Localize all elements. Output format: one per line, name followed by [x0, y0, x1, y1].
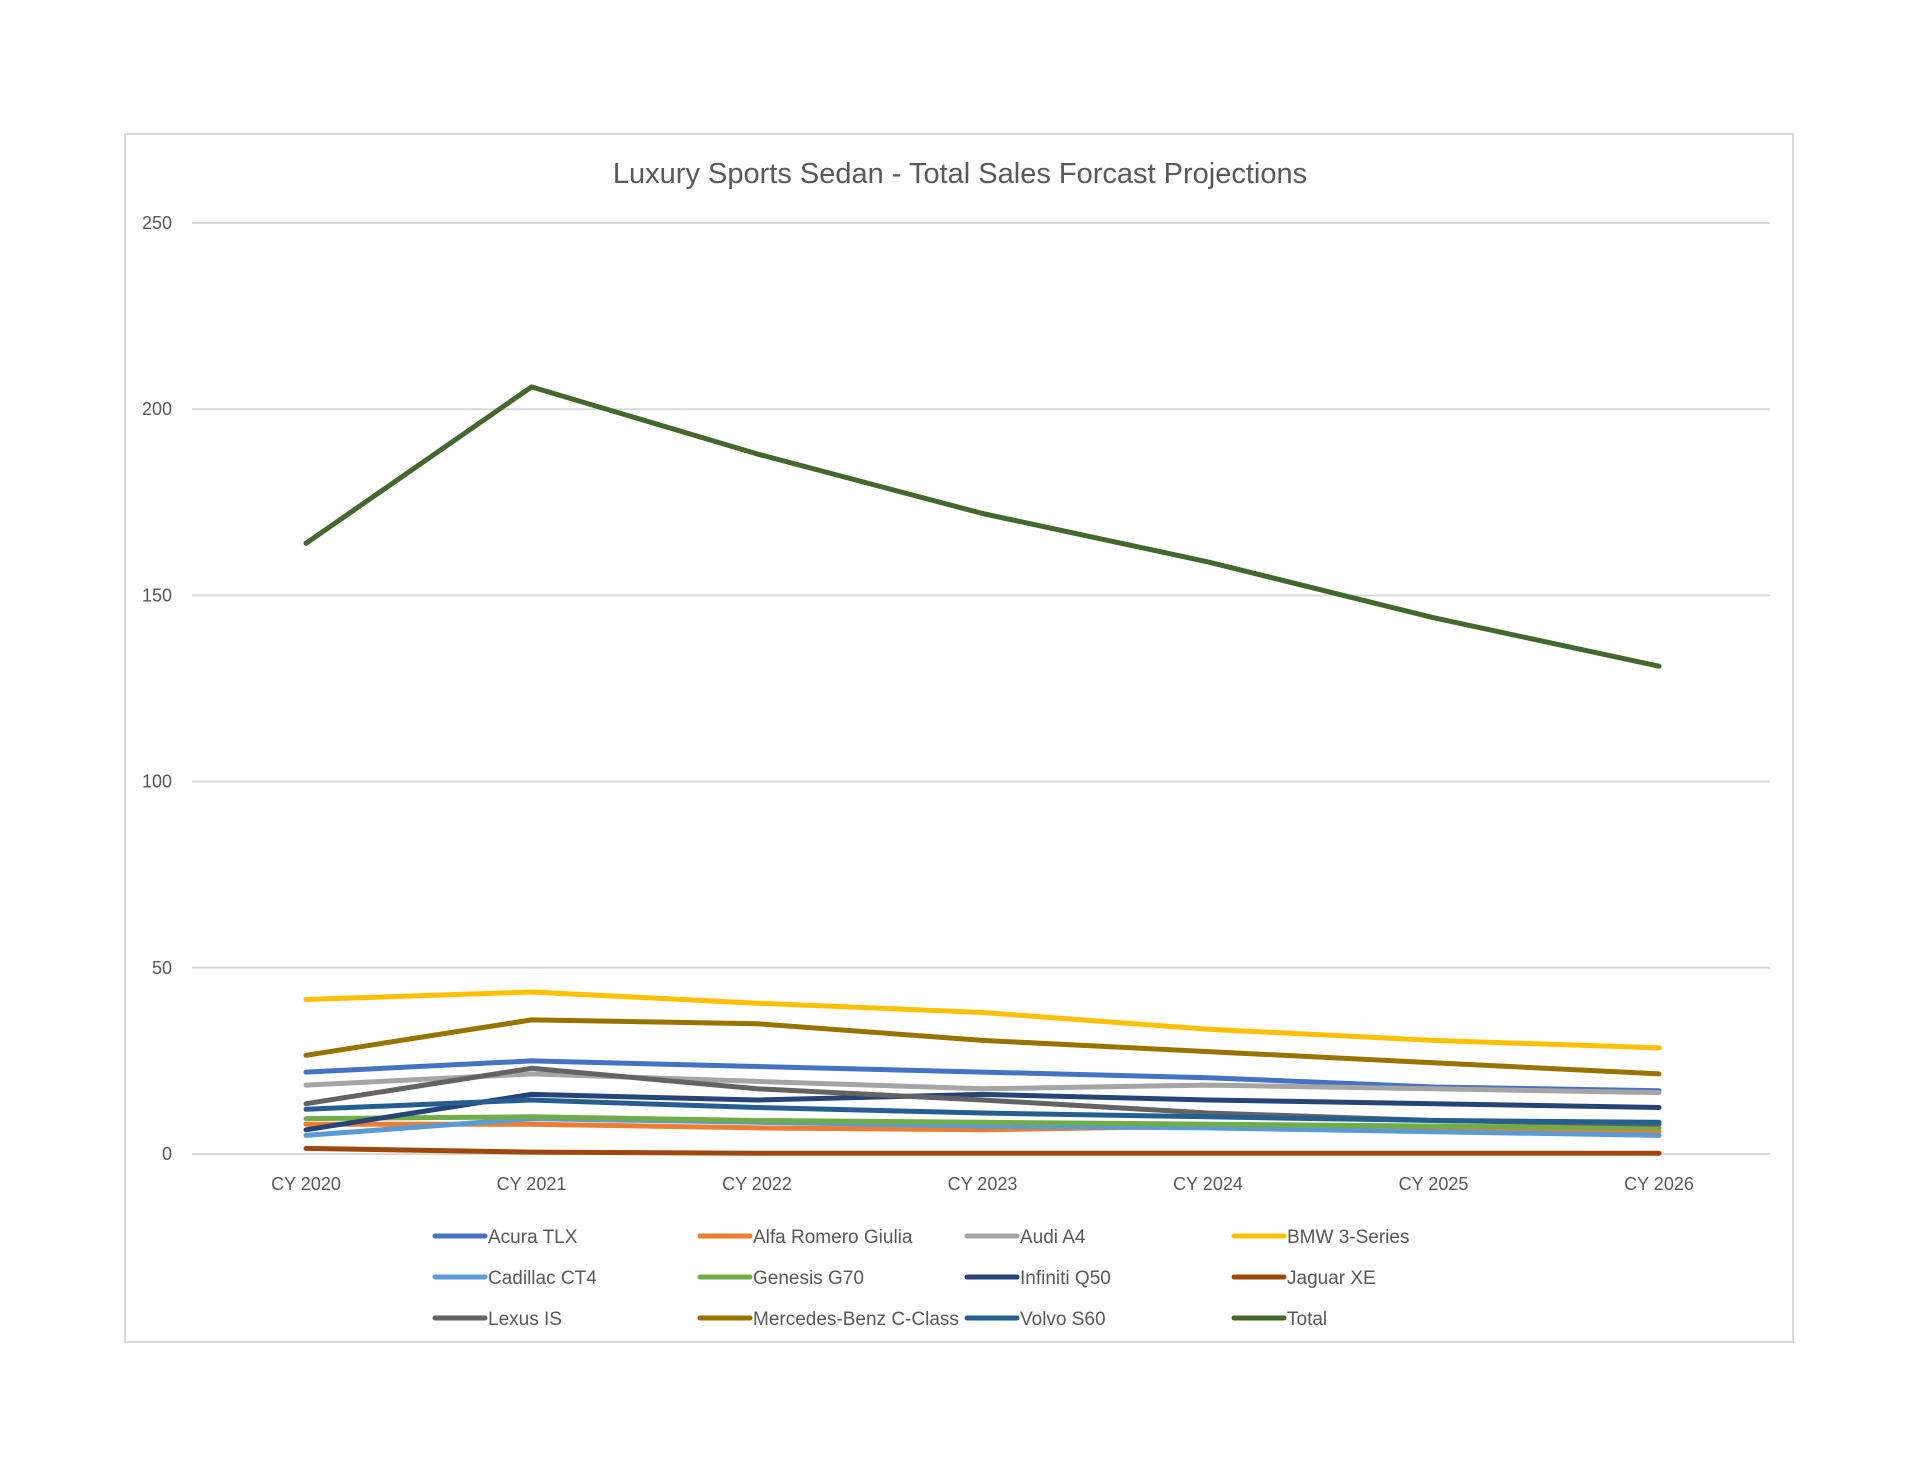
- series-line-infiniti-q50: [303, 1091, 1662, 1133]
- x-tick-label: CY 2024: [1173, 1174, 1243, 1194]
- chart-title: Luxury Sports Sedan - Total Sales Forcas…: [613, 158, 1307, 190]
- legend-item-audi-a4: Audi A4: [964, 1227, 1086, 1248]
- y-tick-label: 150: [142, 585, 172, 605]
- legend-label: Cadillac CT4: [488, 1268, 597, 1289]
- legend-label: Alfa Romero Giulia: [753, 1227, 913, 1248]
- legend-label: Infiniti Q50: [1020, 1268, 1111, 1289]
- y-axis-ticks: 0 50 100 150 200 250: [142, 213, 172, 1164]
- legend-item-infiniti-q50: Infiniti Q50: [964, 1268, 1111, 1289]
- legend-item-acura-tlx: Acura TLX: [432, 1227, 578, 1248]
- series-line-total: [303, 384, 1662, 669]
- legend: Acura TLX Alfa Romero Giulia Audi A4 BMW 3-…: [432, 1227, 1409, 1330]
- series-line-mercedes-benz-c-class: [303, 1017, 1662, 1077]
- legend-label: Lexus IS: [488, 1309, 562, 1330]
- y-tick-label: 100: [142, 772, 172, 792]
- legend-label: Volvo S60: [1020, 1309, 1106, 1330]
- chart-frame: [124, 133, 1794, 1343]
- legend-item-jaguar-xe: Jaguar XE: [1231, 1268, 1376, 1289]
- legend-label: Audi A4: [1020, 1227, 1086, 1248]
- x-tick-label: CY 2021: [497, 1174, 567, 1194]
- y-tick-label: 200: [142, 399, 172, 419]
- series-line-genesis-g70: [303, 1114, 1662, 1131]
- legend-item-cadillac-ct4: Cadillac CT4: [432, 1268, 597, 1289]
- legend-item-lexus-is: Lexus IS: [432, 1309, 562, 1330]
- legend-label: Mercedes-Benz C-Class: [753, 1309, 959, 1330]
- y-tick-label: 250: [142, 213, 172, 233]
- series-line-volvo-s60: [303, 1097, 1662, 1125]
- series-line-audi-a4: [303, 1071, 1662, 1096]
- legend-label: Jaguar XE: [1287, 1268, 1376, 1289]
- legend-label: BMW 3-Series: [1287, 1227, 1409, 1248]
- legend-item-genesis-g70: Genesis G70: [697, 1268, 864, 1289]
- legend-label: Total: [1287, 1309, 1327, 1330]
- x-tick-label: CY 2022: [722, 1174, 792, 1194]
- series-line-bmw-3-series: [303, 989, 1662, 1051]
- x-tick-label: CY 2023: [948, 1174, 1018, 1194]
- y-tick-label: 50: [152, 958, 172, 978]
- x-tick-label: CY 2025: [1399, 1174, 1469, 1194]
- x-tick-label: CY 2026: [1624, 1174, 1694, 1194]
- legend-label: Genesis G70: [753, 1268, 864, 1289]
- series-line-jaguar-xe: [303, 1145, 1662, 1156]
- x-axis-ticks: CY 2020 CY 2021 CY 2022 CY 2023 CY 2024 CY 20…: [271, 1174, 1694, 1194]
- legend-label: Acura TLX: [488, 1227, 578, 1248]
- y-tick-label: 0: [162, 1144, 172, 1164]
- x-tick-label: CY 2020: [271, 1174, 341, 1194]
- legend-item-bmw-3-series: BMW 3-Series: [1231, 1227, 1409, 1248]
- legend-item-mercedes-benz-c-class: Mercedes-Benz C-Class: [697, 1309, 959, 1330]
- legend-item-volvo-s60: Volvo S60: [964, 1309, 1106, 1330]
- legend-item-total: Total: [1231, 1309, 1327, 1330]
- series-lines: [303, 384, 1662, 1156]
- legend-item-alfa-romero-giulia: Alfa Romero Giulia: [697, 1227, 913, 1248]
